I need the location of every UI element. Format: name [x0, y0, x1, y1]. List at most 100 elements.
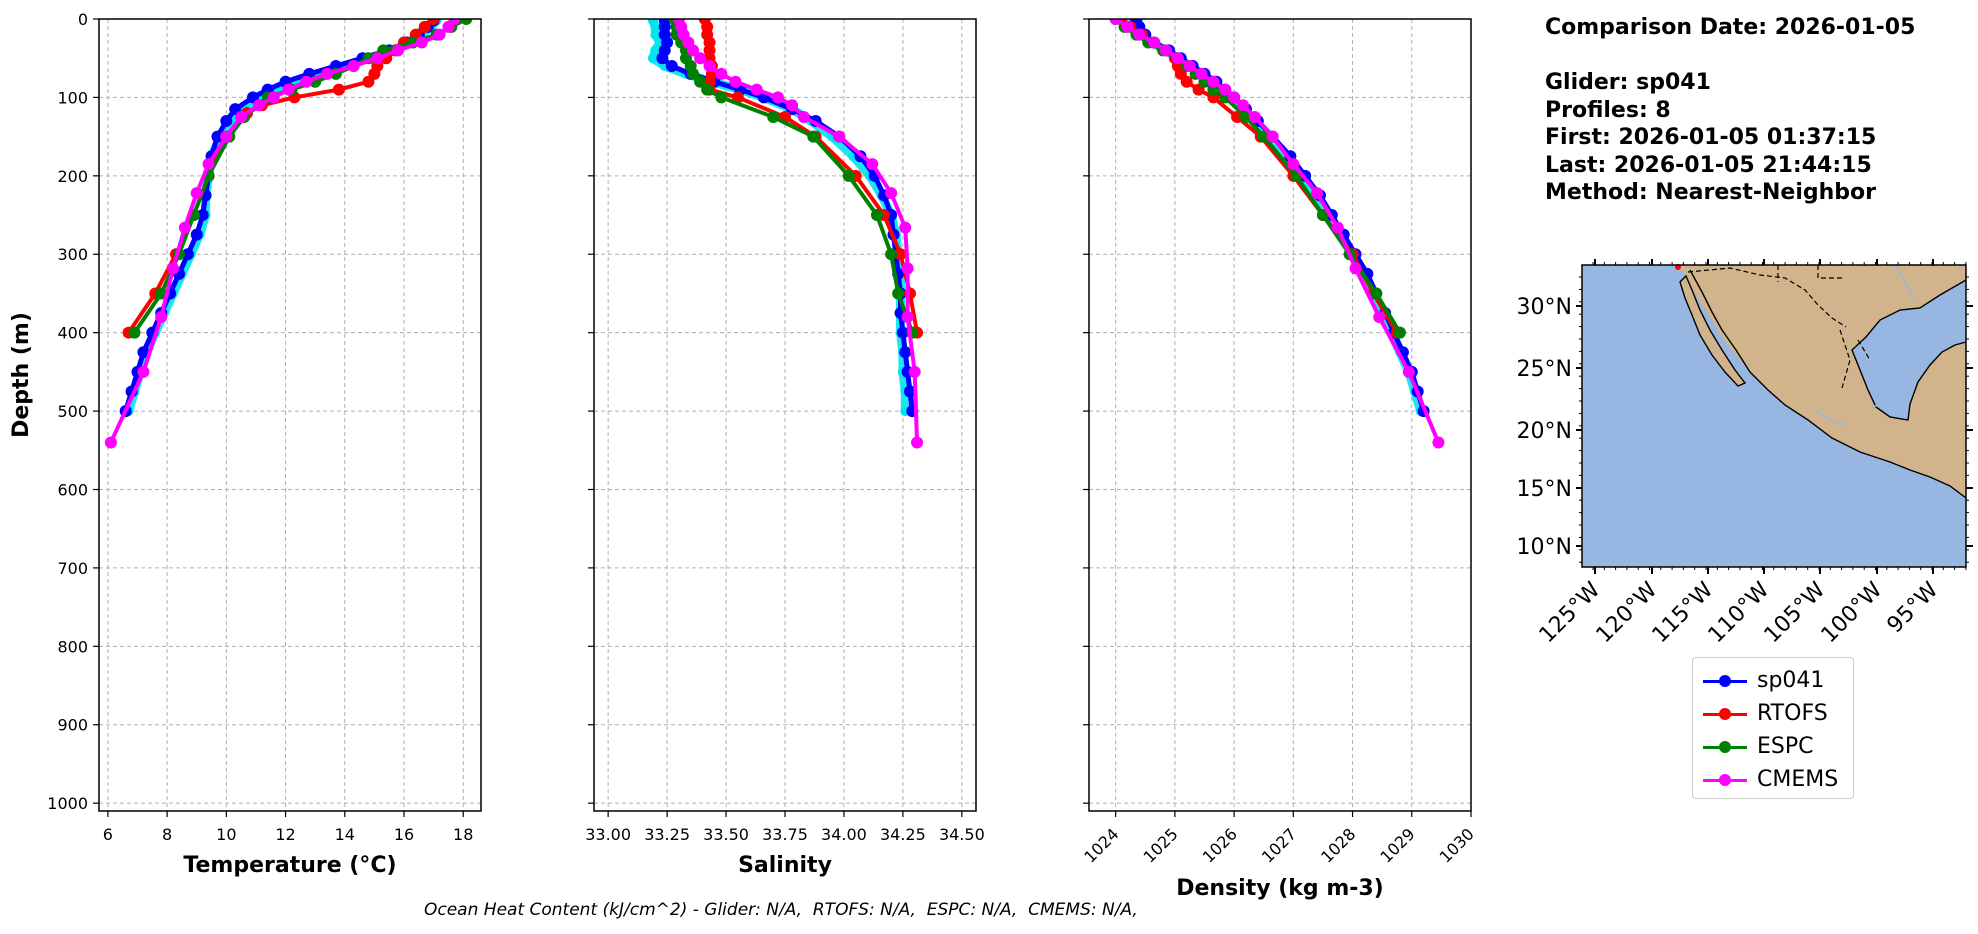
data-point-cmems	[771, 91, 784, 104]
data-point-sp041-all-	[650, 45, 661, 56]
x-tick-label: 1030	[1436, 824, 1478, 866]
map-lon-label: 110°W	[1704, 577, 1775, 648]
data-point-espc	[1393, 326, 1406, 339]
panel-series	[647, 19, 924, 449]
data-point-cmems	[729, 75, 742, 88]
data-point-cmems	[1219, 83, 1232, 96]
legend-item-cmems: CMEMS	[1693, 763, 1853, 796]
x-tick-label: 8	[162, 825, 172, 844]
data-point-cmems	[797, 111, 810, 124]
panel-salinity: 33.00 33.25 33.50 33.75 34.00 34.25 34.50 Salin…	[585, 18, 985, 878]
data-point-sp041-all-	[650, 29, 661, 40]
map-inset	[1581, 264, 1967, 568]
data-point-cmems	[1148, 36, 1161, 49]
x-tick-label: 1025	[1139, 824, 1181, 866]
legend-label-espc: ESPC	[1757, 734, 1814, 759]
data-point-cmems	[137, 365, 150, 378]
data-point-cmems	[911, 436, 924, 449]
y-tick-label: 700	[57, 559, 88, 578]
data-point-cmems	[1195, 67, 1208, 80]
y-tick-label: 500	[57, 402, 88, 421]
map-land-us	[1678, 265, 1966, 350]
map-lat-label: 25°N	[1517, 357, 1572, 382]
y-tick-label: 300	[57, 245, 88, 264]
data-point-cmems	[300, 75, 313, 88]
data-point-sp041	[899, 346, 912, 359]
data-point-cmems	[178, 221, 191, 234]
data-point-espc	[807, 130, 820, 143]
x-tick-label: 1027	[1258, 824, 1300, 866]
data-point-rtofs	[362, 75, 375, 88]
x-tick-label: 10	[216, 825, 236, 844]
x-tick-label: 1028	[1317, 824, 1359, 866]
data-point-sp041	[896, 326, 909, 339]
comparison-info: Comparison Date: 2026-01-05 Glider: sp04…	[1545, 14, 1915, 207]
x-tick-label: 1029	[1376, 824, 1418, 866]
data-point-cmems	[202, 158, 215, 171]
data-point-cmems	[167, 262, 180, 275]
data-point-cmems	[1171, 52, 1184, 65]
map-land-mexico	[1678, 265, 1966, 498]
data-point-sp041	[190, 228, 203, 241]
series-line-sp041-all-	[1128, 19, 1426, 416]
map-coastline	[1679, 269, 1967, 499]
map-rivers	[1814, 264, 1916, 426]
y-tick-label: 800	[57, 637, 88, 656]
x-tick-label: 1026	[1199, 824, 1241, 866]
panel-series	[1109, 19, 1445, 449]
data-point-cmems	[833, 130, 846, 143]
data-point-cmems	[190, 187, 203, 200]
data-point-cmems	[1432, 436, 1445, 449]
series-line-sp041	[123, 19, 437, 414]
data-point-espc	[842, 169, 855, 182]
map-lon-label: 125°W	[1535, 577, 1606, 648]
data-point-cmems	[433, 28, 446, 41]
legend-label-sp041: sp041	[1757, 668, 1825, 693]
data-point-cmems	[1207, 75, 1220, 88]
data-point-cmems	[282, 83, 295, 96]
data-point-sp041	[137, 346, 150, 359]
map-lon-label: 120°W	[1592, 577, 1663, 648]
data-point-cmems	[1311, 187, 1324, 200]
map-lat-label: 10°N	[1517, 535, 1572, 560]
x-tick-label: 12	[275, 825, 295, 844]
data-point-cmems	[908, 365, 921, 378]
data-point-cmems	[392, 44, 405, 57]
data-point-rtofs	[427, 19, 440, 25]
data-point-cmems	[321, 67, 334, 80]
data-point-sp041	[181, 248, 194, 261]
map-lon-label: 105°W	[1760, 577, 1831, 648]
y-tick-label: 200	[57, 167, 88, 186]
map-borders	[1687, 265, 1871, 389]
data-point-rtofs	[1180, 75, 1193, 88]
ocean-heat-content-note: Ocean Heat Content (kJ/cm^2) - Glider: N…	[424, 900, 1138, 920]
x-tick-label: 16	[394, 825, 414, 844]
x-tick-label: 6	[103, 825, 113, 844]
legend-swatch-cmems	[1703, 773, 1747, 787]
data-point-cmems	[703, 60, 716, 73]
data-point-cmems	[1236, 99, 1249, 112]
legend-item-sp041: sp041	[1693, 664, 1853, 697]
data-point-espc	[1257, 130, 1270, 143]
x-tick-label: 14	[335, 825, 355, 844]
data-point-espc	[701, 83, 714, 96]
map-lat-label: 30°N	[1517, 295, 1572, 320]
data-point-cmems	[1287, 158, 1300, 171]
panel-density: 1024 1025 1026 1027 1028 1029 1030 Density (kg …	[1080, 18, 1478, 901]
info-first: First: 2026-01-05 01:37:15	[1545, 125, 1877, 150]
x-tick-label: 34.25	[880, 825, 926, 844]
map-lon-label: 100°W	[1817, 577, 1888, 648]
legend-swatch-sp041	[1703, 674, 1747, 688]
data-point-cmems	[347, 60, 360, 73]
info-comparison-date: Comparison Date: 2026-01-05	[1545, 15, 1916, 40]
data-point-cmems	[1109, 19, 1122, 25]
x-axis-title: Salinity	[738, 853, 832, 878]
data-point-cmems	[1373, 310, 1386, 323]
data-point-cmems	[371, 52, 384, 65]
x-tick-label: 33.75	[762, 825, 808, 844]
data-point-cmems	[1402, 365, 1415, 378]
data-point-cmems	[901, 310, 914, 323]
data-point-espc	[460, 19, 473, 25]
